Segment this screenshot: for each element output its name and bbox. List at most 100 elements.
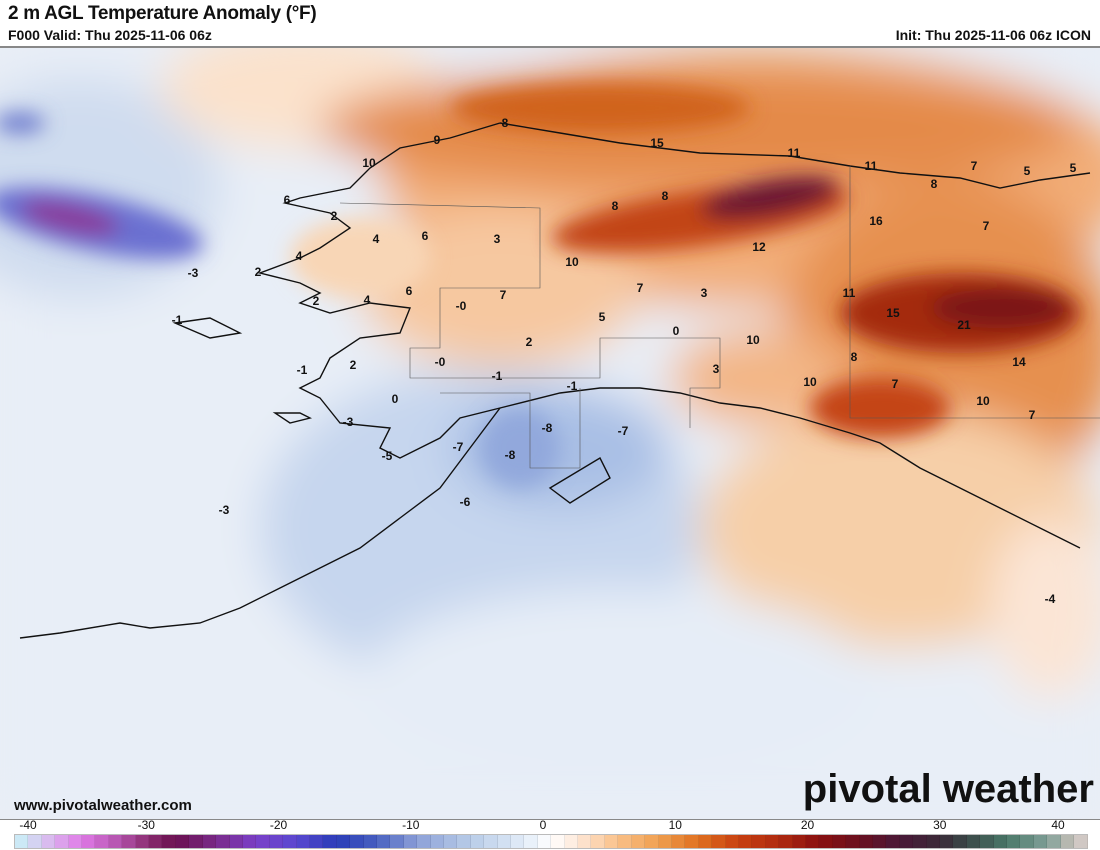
anomaly-value-label: 10 (803, 375, 817, 389)
anomaly-value-label: 7 (891, 377, 899, 391)
colorbar-swatch (323, 835, 337, 848)
colorbar-swatch (1020, 835, 1034, 848)
colorbar-tick-label: -40 (19, 818, 37, 832)
anomaly-value-label: -4 (1044, 592, 1056, 606)
colorbar-tick-label: -20 (269, 818, 288, 832)
colorbar-swatch (229, 835, 243, 848)
colorbar-swatch (631, 835, 646, 848)
colorbar-swatch (68, 835, 83, 848)
colorbar-swatch (564, 835, 579, 848)
colorbar-swatch (966, 835, 981, 848)
anomaly-value-label: 10 (976, 394, 990, 408)
temperature-anomaly-map[interactable]: 8 9 15 11 11 7 5 5 10 8 8 8 6 2 16 7 4 6 3 12 -3 4 2 10 7 3 11 6 2 4-… (0, 46, 1100, 820)
anomaly-value-label: 7 (499, 288, 507, 302)
colorbar-swatch (779, 835, 793, 848)
colorbar-swatch (805, 835, 820, 848)
colorbar-swatch (216, 835, 230, 848)
colorbar-swatch (658, 835, 672, 848)
colorbar-swatch (1074, 835, 1088, 848)
colorbar-swatch (725, 835, 739, 848)
colorbar-swatch (363, 835, 377, 848)
colorbar-swatch (444, 835, 458, 848)
anomaly-value-label: 2 (349, 358, 357, 372)
colorbar-swatch (993, 835, 1008, 848)
colorbar-swatch (28, 835, 42, 848)
anomaly-value-label: 11 (787, 146, 801, 160)
colorbar-swatch (189, 835, 203, 848)
anomaly-value-label: -3 (187, 266, 199, 280)
colorbar-swatch (524, 835, 538, 848)
colorbar-swatch (497, 835, 512, 848)
init-time: Init: Thu 2025-11-06 06z ICON (895, 27, 1091, 43)
colorbar-swatch (457, 835, 471, 848)
anomaly-value-label: -6 (459, 495, 471, 509)
colorbar-swatch (430, 835, 444, 848)
colorbar-swatch (886, 835, 900, 848)
colorbar-swatch (899, 835, 914, 848)
anomaly-value-label: 11 (842, 286, 856, 300)
colorbar-swatch (940, 835, 954, 848)
anomaly-value-label: 7 (1028, 408, 1036, 422)
colorbar-swatch (350, 835, 364, 848)
colorbar-ticks: -40 -30 -20 -10 0 10 20 30 40 (0, 818, 1100, 833)
colorbar-swatch (792, 835, 806, 848)
anomaly-value-label: 2 (312, 294, 320, 308)
colorbar-swatch (296, 835, 310, 848)
colorbar-swatch (403, 835, 418, 848)
anomaly-value-label: 16 (869, 214, 883, 228)
colorbar-swatch (765, 835, 780, 848)
anomaly-value-label: -8 (504, 448, 516, 462)
colorbar-swatch (336, 835, 351, 848)
colorbar-swatch (1060, 835, 1075, 848)
anomaly-value-label: 4 (295, 249, 303, 263)
colorbar-tick-label: -30 (137, 818, 155, 832)
colorbar-swatch (698, 835, 713, 848)
anomaly-value-label: 4 (372, 232, 380, 246)
anomaly-value-label: 15 (886, 306, 900, 320)
colorbar-swatch (95, 835, 109, 848)
anomaly-value-label: -0 (434, 355, 446, 369)
anomaly-value-label: 10 (746, 333, 760, 347)
anomaly-field (0, 48, 1100, 819)
pivotal-weather-logo: pivotal weather (802, 767, 1094, 811)
anomaly-value-label: 8 (850, 350, 858, 364)
map-title: 2 m AGL Temperature Anomaly (°F) (8, 3, 317, 24)
colorbar-swatch (551, 835, 565, 848)
colorbar-swatch (484, 835, 498, 848)
colorbar-swatch (859, 835, 873, 848)
anomaly-value-label: -3 (218, 503, 230, 517)
anomaly-value-label: 11 (864, 159, 878, 173)
colorbar-swatch (202, 835, 217, 848)
colorbar-swatch (376, 835, 391, 848)
colorbar-tick-label: -10 (402, 818, 420, 832)
valid-time: F000 Valid: Thu 2025-11-06 06z (8, 27, 212, 43)
colorbar-swatch (390, 835, 404, 848)
colorbar-tick-label: 0 (539, 818, 547, 832)
anomaly-value-label: 5 (598, 310, 606, 324)
colorbar-swatch (269, 835, 284, 848)
website-url[interactable]: www.pivotalweather.com (14, 797, 192, 814)
anomaly-value-label: 3 (700, 286, 708, 300)
anomaly-value-label: -1 (171, 313, 183, 327)
anomaly-value-label: -8 (541, 421, 553, 435)
colorbar-swatch (604, 835, 619, 848)
anomaly-value-label: 4 (363, 293, 371, 307)
colorbar-swatch (980, 835, 994, 848)
colorbar-swatch (417, 835, 431, 848)
colorbar-swatch (82, 835, 96, 848)
anomaly-value-label: 10 (565, 255, 579, 269)
colorbar-swatch (41, 835, 56, 848)
anomaly-value-label: 5 (1069, 161, 1077, 175)
anomaly-value-label: 6 (283, 193, 291, 207)
colorbar-swatch (1007, 835, 1021, 848)
anomaly-value-label: 8 (930, 177, 938, 191)
colorbar-swatch (578, 835, 592, 848)
anomaly-value-label: 2 (254, 265, 262, 279)
colorbar-tick-label: 10 (668, 818, 682, 832)
colorbar-swatch (537, 835, 552, 848)
colorbar-swatch (846, 835, 860, 848)
anomaly-value-label: 7 (970, 159, 978, 173)
anomaly-value-label: 8 (501, 116, 509, 130)
anomaly-value-label: 6 (405, 284, 413, 298)
anomaly-value-label: -3 (342, 415, 354, 429)
